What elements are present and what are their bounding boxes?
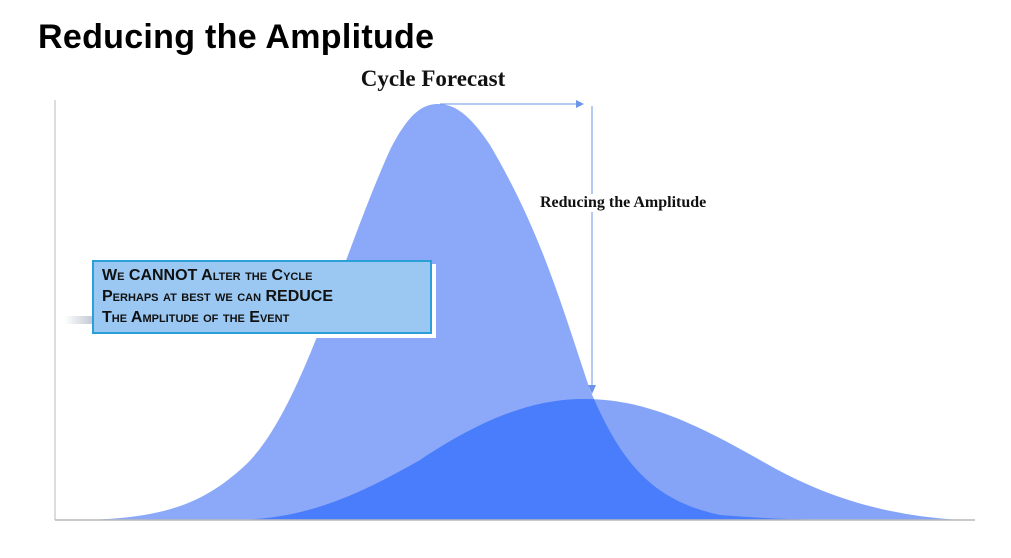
tall-cycle-curve: [70, 104, 880, 520]
note-line-2: Perhaps at best we can REDUCE: [102, 288, 334, 305]
note-shadow: [64, 316, 98, 324]
amplitude-label: Reducing the Amplitude: [538, 194, 709, 212]
note-callout-box: We CANNOT Alter the Cycle Perhaps at bes…: [92, 260, 432, 334]
note-line-1: We CANNOT Alter the Cycle: [102, 267, 313, 284]
peak-reference-arrowhead: [576, 100, 584, 108]
amplitude-arrowhead: [588, 385, 596, 394]
slide-title: Reducing the Amplitude: [38, 18, 435, 56]
chart-heading: Cycle Forecast: [360, 66, 506, 91]
note-line-3: The Amplitude of the Event: [102, 309, 290, 326]
